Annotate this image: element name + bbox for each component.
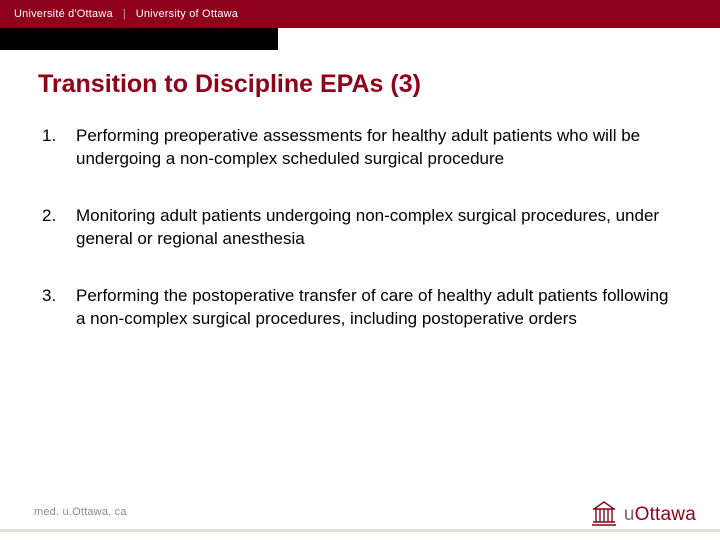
logo-text: uOttawa [624, 504, 696, 526]
logo-prefix: u [624, 504, 635, 525]
header-black-accent [0, 28, 278, 50]
list-item: Monitoring adult patients undergoing non… [38, 205, 682, 251]
epa-list: Performing preoperative assessments for … [38, 125, 682, 331]
brand-en: University of Ottawa [136, 8, 238, 20]
slide-title: Transition to Discipline EPAs (3) [38, 70, 682, 99]
brand-separator: | [123, 8, 126, 20]
logo-main: Ottawa [635, 504, 696, 525]
slide: Université d'Ottawa | University of Otta… [0, 0, 720, 540]
list-item: Performing preoperative assessments for … [38, 125, 682, 171]
brand-fr: Université d'Ottawa [14, 8, 113, 20]
content-area: Transition to Discipline EPAs (3) Perfor… [0, 50, 720, 331]
footer-logo: uOttawa [592, 500, 696, 526]
building-icon [592, 500, 616, 526]
footer-divider [0, 529, 720, 532]
list-item: Performing the postoperative transfer of… [38, 285, 682, 331]
footer-url: med. u.Ottawa. ca [34, 506, 127, 518]
footer: med. u.Ottawa. ca uOttawa [0, 494, 720, 540]
header-bar: Université d'Ottawa | University of Otta… [0, 0, 720, 28]
